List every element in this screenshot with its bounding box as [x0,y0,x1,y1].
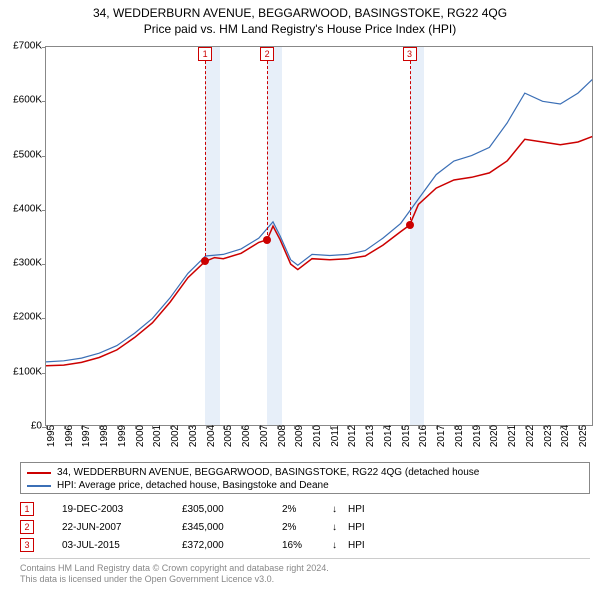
y-tick [42,101,46,102]
sale-pct: 2% [282,504,332,515]
sale-tag: HPI [348,504,388,515]
y-tick [42,47,46,48]
sale-date: 22-JUN-2007 [62,522,182,533]
legend-row: HPI: Average price, detached house, Basi… [27,479,583,492]
chart-marker-box: 3 [403,47,417,61]
table-row: 2 22-JUN-2007 £345,000 2% ↓ HPI [20,518,590,536]
sale-marker-icon: 2 [20,520,34,534]
x-axis-label: 2007 [259,425,270,447]
down-arrow-icon: ↓ [332,540,348,551]
x-axis-label: 2014 [383,425,394,447]
x-axis-label: 2012 [347,425,358,447]
x-axis-label: 2022 [525,425,536,447]
sale-price: £345,000 [182,522,282,533]
chart-plot-area: 123 199519961997199819992000200120022003… [45,46,593,426]
x-axis-label: 2011 [330,425,341,447]
sale-date: 19-DEC-2003 [62,504,182,515]
x-axis-label: 1996 [64,425,75,447]
series-hpi_line [46,80,592,362]
x-axis-label: 2002 [170,425,181,447]
x-axis-label: 2001 [152,425,163,447]
sales-table: 1 19-DEC-2003 £305,000 2% ↓ HPI 2 22-JUN… [20,500,590,554]
legend: 34, WEDDERBURN AVENUE, BEGGARWOOD, BASIN… [20,462,590,494]
chart-marker-line [410,61,411,225]
y-tick [42,318,46,319]
legend-label: HPI: Average price, detached house, Basi… [57,480,329,491]
sale-tag: HPI [348,522,388,533]
x-axis-label: 1997 [81,425,92,447]
y-axis-label: £200K [13,312,42,323]
y-axis-label: £500K [13,149,42,160]
chart-marker-box: 1 [198,47,212,61]
y-tick [42,210,46,211]
x-axis-label: 2013 [365,425,376,447]
x-axis-label: 2025 [578,425,589,447]
y-tick [42,373,46,374]
sale-date: 03-JUL-2015 [62,540,182,551]
footer-line: This data is licensed under the Open Gov… [20,574,590,585]
chart-marker-box: 2 [260,47,274,61]
sale-price: £372,000 [182,540,282,551]
x-axis-label: 2023 [543,425,554,447]
x-axis-label: 2004 [206,425,217,447]
sale-dot-icon [263,236,271,244]
x-axis-label: 2000 [135,425,146,447]
y-axis-label: £0 [31,421,42,432]
x-axis-label: 2015 [401,425,412,447]
x-axis-label: 2003 [188,425,199,447]
x-axis-label: 2019 [472,425,483,447]
page-title: 34, WEDDERBURN AVENUE, BEGGARWOOD, BASIN… [0,0,600,20]
y-axis-label: £100K [13,366,42,377]
x-axis-label: 2008 [277,425,288,447]
sale-pct: 2% [282,522,332,533]
y-tick [42,264,46,265]
y-axis-label: £700K [13,41,42,52]
sale-pct: 16% [282,540,332,551]
sale-marker-icon: 3 [20,538,34,552]
x-axis-label: 2010 [312,425,323,447]
x-axis-label: 2017 [436,425,447,447]
x-axis-label: 1995 [46,425,57,447]
down-arrow-icon: ↓ [332,522,348,533]
x-axis-label: 1999 [117,425,128,447]
x-axis-label: 2021 [507,425,518,447]
footer: Contains HM Land Registry data © Crown c… [20,558,590,586]
x-axis-label: 2020 [489,425,500,447]
x-axis-label: 2024 [560,425,571,447]
y-axis-label: £300K [13,258,42,269]
down-arrow-icon: ↓ [332,504,348,515]
table-row: 3 03-JUL-2015 £372,000 16% ↓ HPI [20,536,590,554]
footer-line: Contains HM Land Registry data © Crown c… [20,563,590,574]
legend-swatch [27,485,51,487]
legend-swatch [27,472,51,474]
x-axis-label: 2018 [454,425,465,447]
series-property_line [46,137,592,366]
x-axis-label: 2006 [241,425,252,447]
x-axis-label: 2005 [223,425,234,447]
x-axis-label: 1998 [99,425,110,447]
chart-marker-line [205,61,206,261]
x-axis-label: 2009 [294,425,305,447]
sale-price: £305,000 [182,504,282,515]
sale-dot-icon [406,221,414,229]
y-axis-label: £600K [13,95,42,106]
page-subtitle: Price paid vs. HM Land Registry's House … [0,20,600,36]
chart-lines [46,47,592,425]
y-tick [42,156,46,157]
x-axis-label: 2016 [418,425,429,447]
sale-marker-icon: 1 [20,502,34,516]
chart-marker-line [267,61,268,240]
table-row: 1 19-DEC-2003 £305,000 2% ↓ HPI [20,500,590,518]
legend-row: 34, WEDDERBURN AVENUE, BEGGARWOOD, BASIN… [27,466,583,479]
y-axis-label: £400K [13,203,42,214]
sale-dot-icon [201,257,209,265]
legend-label: 34, WEDDERBURN AVENUE, BEGGARWOOD, BASIN… [57,467,479,478]
sale-tag: HPI [348,540,388,551]
